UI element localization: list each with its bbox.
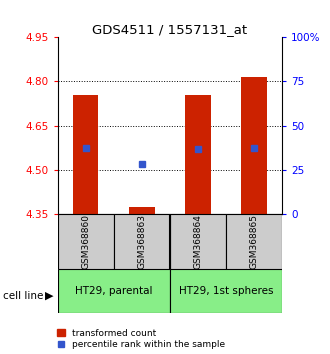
- Bar: [170, 269, 282, 313]
- Bar: [226, 214, 282, 269]
- Bar: [185, 95, 211, 214]
- Title: GDS4511 / 1557131_at: GDS4511 / 1557131_at: [92, 23, 248, 36]
- Bar: [129, 207, 154, 214]
- Text: GSM368863: GSM368863: [137, 214, 147, 269]
- Text: cell line: cell line: [3, 291, 44, 301]
- Legend: transformed count, percentile rank within the sample: transformed count, percentile rank withi…: [57, 329, 225, 349]
- Bar: [58, 269, 170, 313]
- Text: GSM368865: GSM368865: [249, 214, 259, 269]
- Bar: [73, 95, 98, 214]
- Bar: [114, 214, 170, 269]
- Text: ▶: ▶: [45, 291, 53, 301]
- Bar: [242, 77, 267, 214]
- Text: GSM368860: GSM368860: [81, 214, 90, 269]
- Text: GSM368864: GSM368864: [193, 214, 203, 269]
- Bar: [58, 214, 114, 269]
- Text: HT29, 1st spheres: HT29, 1st spheres: [179, 286, 273, 296]
- Text: HT29, parental: HT29, parental: [75, 286, 152, 296]
- Bar: [170, 214, 226, 269]
